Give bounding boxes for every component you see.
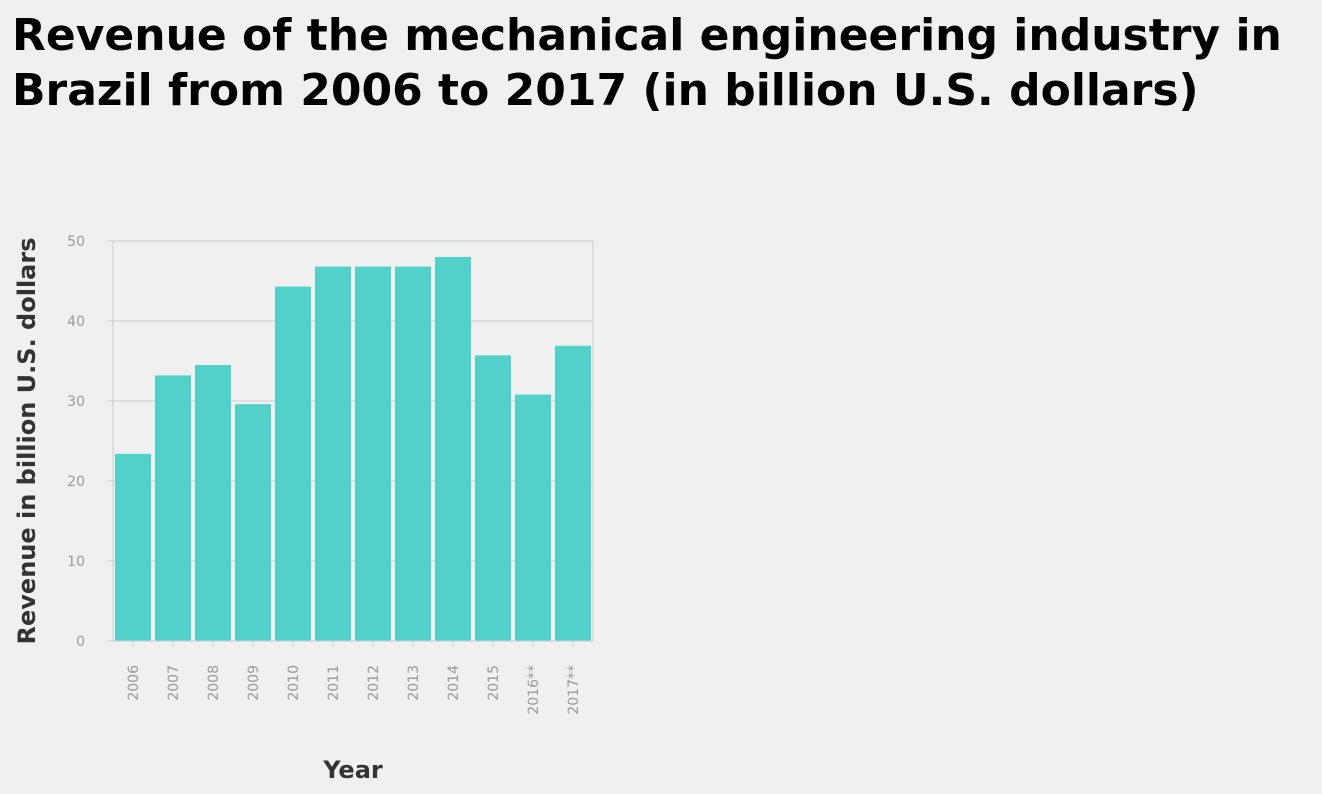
bar-2016[interactable] — [515, 394, 551, 641]
bar-2013[interactable] — [395, 266, 431, 641]
x-tick-label: 2011 — [326, 665, 342, 701]
y-axis-label: Revenue in billion U.S. dollars — [13, 238, 41, 645]
x-tick-label: 2009 — [246, 665, 262, 701]
x-tick-label: 2006 — [126, 665, 142, 701]
bar-2006[interactable] — [115, 453, 151, 641]
x-tick-label: 2014 — [446, 665, 462, 701]
bar-2009[interactable] — [235, 404, 271, 641]
bar-2011[interactable] — [315, 266, 351, 641]
bar-2015[interactable] — [475, 355, 511, 641]
y-tick-label: 30 — [67, 394, 85, 410]
bars — [115, 257, 591, 641]
bar-2014[interactable] — [435, 257, 471, 641]
x-tick-label: 2017** — [566, 665, 582, 715]
x-tick-label: 2012 — [366, 665, 382, 701]
y-tick-label: 0 — [76, 634, 85, 650]
x-tick-label: 2013 — [406, 665, 422, 701]
x-tick-label: 2015 — [486, 665, 502, 701]
bar-2007[interactable] — [155, 375, 191, 641]
x-tick-label: 2007 — [166, 665, 182, 701]
axes — [107, 240, 594, 647]
tick-labels: 0 10 20 30 40 50 2006 2007 2008 2009 2010 2011 2012 2… — [67, 234, 582, 715]
x-tick-label: 2010 — [286, 665, 302, 701]
y-tick-label: 10 — [67, 554, 85, 570]
chart-title: Revenue of the mechanical engineering in… — [12, 10, 1282, 116]
plot-frame — [112, 240, 594, 642]
y-tick-label: 20 — [67, 474, 85, 490]
x-tick-label: 2008 — [206, 665, 222, 701]
bar-2012[interactable] — [355, 266, 391, 641]
bar-2008[interactable] — [195, 365, 231, 641]
bar-2010[interactable] — [275, 286, 311, 641]
y-tick-label: 40 — [67, 314, 85, 330]
x-tick-label: 2016** — [526, 665, 542, 715]
bar-2017[interactable] — [555, 345, 591, 641]
y-tick-label: 50 — [67, 234, 85, 250]
x-axis-label: Year — [322, 756, 383, 784]
